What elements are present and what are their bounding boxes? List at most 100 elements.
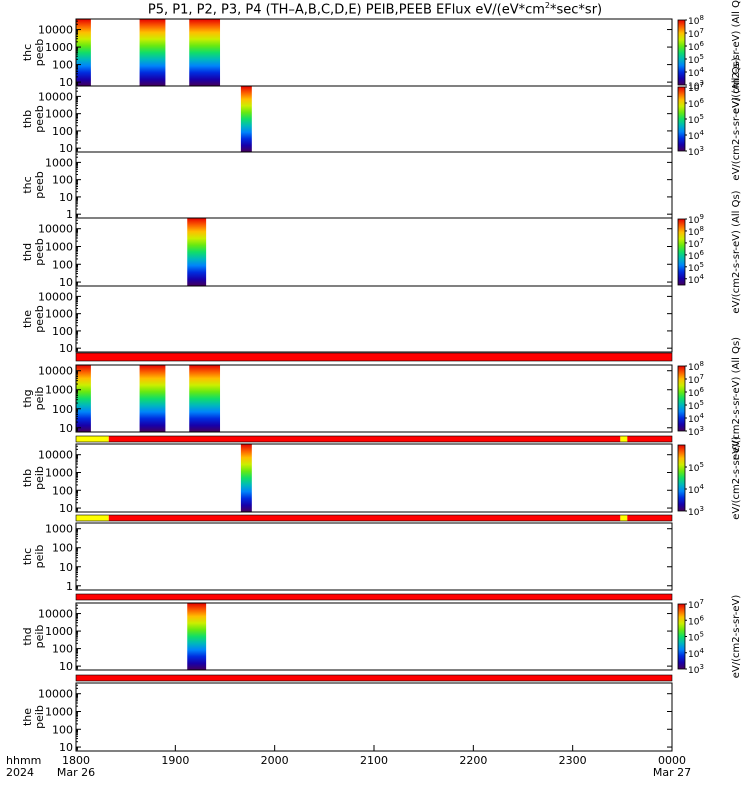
spectrogram-block-0	[240, 86, 252, 152]
panel-frame	[75, 85, 673, 153]
colorbar-tick-label: 103	[688, 663, 704, 676]
panel-thd-peeb: 10 100 1000 10000 thdpeeb	[21, 217, 673, 289]
y-tick-label: 100	[52, 59, 73, 72]
colorbar-tick-label: 105	[688, 461, 704, 474]
y-tick-label: 1000	[45, 625, 73, 638]
colorbar-tick-label: 106	[688, 614, 704, 627]
panel-label: thbpeib	[21, 466, 46, 490]
flag-segment-yellow	[76, 436, 109, 442]
y-tick-label: 100	[52, 542, 73, 555]
panel-frame	[75, 151, 673, 219]
x-tick-label: 0000	[658, 754, 686, 767]
colorbar: 103 104 105 eV/(cm2-s-sr-eV)	[677, 436, 742, 520]
panel-thc-peeb: 10 100 1000 10000 thcpeeb	[21, 18, 673, 89]
spectrogram-block-0	[76, 365, 91, 432]
x-axis-year: 2024	[6, 766, 34, 779]
panel-label: thcpeib	[21, 545, 46, 569]
flag-bar	[75, 514, 673, 522]
colorbar-tick-label: 107	[688, 598, 704, 611]
colorbar-scale	[677, 19, 686, 86]
panel-label: thepeeb	[21, 305, 46, 333]
panel-label: thepeib	[21, 705, 46, 729]
colorbar-tick-label: 105	[688, 53, 704, 66]
time-axis: 1800 1900 2000 2100 2200 2300 0000 Mar 26 Mar 27…	[6, 745, 691, 779]
y-tick-label: 10	[59, 76, 73, 89]
spectrogram-block-2	[189, 365, 221, 432]
plot-title: P5, P1, P2, P3, P4 (TH–A,B,C,D,E) PEIB,P…	[147, 1, 603, 18]
colorbar: 103 104 105 106 107 eV/(cm2-s-sr-eV)	[677, 595, 742, 678]
spectrogram-block-0	[187, 218, 207, 286]
x-tick-label: 2200	[459, 754, 487, 767]
y-tick-label: 1000	[45, 108, 73, 121]
spectrogram-block-2	[189, 19, 221, 86]
colorbar-scale	[677, 603, 686, 670]
colorbar-tick-label: 106	[688, 97, 704, 110]
x-tick-label: 1800	[62, 754, 90, 767]
flag-segment-red	[627, 515, 672, 521]
spectrogram-block-1	[139, 365, 166, 432]
colorbar-tick-label: 104	[688, 647, 704, 660]
colorbar-label: eV/(cm2-s-sr-eV) (All Qs)	[731, 190, 742, 313]
flag-bar	[75, 593, 673, 601]
y-tick-label: 10000	[38, 688, 73, 701]
y-tick-label: 100	[52, 723, 73, 736]
y-tick-label: 1000	[45, 308, 73, 321]
panel-frame	[75, 602, 673, 671]
x-start-date: Mar 26	[57, 766, 95, 779]
panel-label: thdpeeb	[21, 238, 46, 266]
colorbar-tick-label: 104	[688, 412, 704, 425]
colorbar-tick-label: 104	[688, 129, 704, 142]
panel-thg-peib: 10 100 1000 10000 thgpeib	[21, 364, 673, 435]
x-tick-label: 2000	[261, 754, 289, 767]
panel-frame	[75, 682, 673, 752]
panel-frame	[75, 364, 673, 433]
panel-frame	[75, 217, 673, 287]
colorbar-tick-label: 106	[688, 386, 704, 399]
flag-segment-yellow	[76, 515, 109, 521]
y-tick-label: 10	[59, 342, 73, 355]
colorbar-tick-label: 105	[688, 399, 704, 412]
y-tick-label: 10	[59, 660, 73, 673]
panel-thc-peib: 1 10 100 1000 thcpeib	[21, 522, 673, 593]
panel-the-peeb: 10 100 1000 10000 thepeeb	[21, 285, 673, 355]
spectrogram-block-0	[76, 19, 91, 86]
panel-label: thcpeeb	[21, 171, 46, 199]
colorbar-tick-label: 103	[688, 505, 704, 518]
y-tick-label: 100	[52, 258, 73, 271]
flag-bar	[75, 674, 673, 682]
y-tick-label: 10000	[38, 608, 73, 621]
panel-the-peib: 10 100 1000 10000 thepeib	[21, 682, 673, 754]
panel-frame	[75, 285, 673, 353]
flag-segment-red	[108, 436, 621, 442]
y-tick-label: 1	[66, 208, 73, 221]
x-tick-label: 2300	[559, 754, 587, 767]
y-tick-label: 1000	[45, 156, 73, 169]
colorbar-tick-label: 105	[688, 113, 704, 126]
flag-frame	[75, 674, 673, 682]
flag-segment-red	[76, 353, 672, 361]
y-tick-label: 1000	[45, 523, 73, 536]
panel-label: thcpeeb	[21, 39, 46, 67]
y-tick-label: 1000	[45, 705, 73, 718]
panel-label: thbpeeb	[21, 105, 46, 133]
colorbar-label: eV/(cm2-s-sr-eV) (All Qs)	[731, 57, 742, 180]
y-tick-label: 100	[52, 484, 73, 497]
colorbar-label: eV/(cm2-s-sr-eV)	[731, 436, 742, 520]
colorbar-scale	[677, 218, 686, 286]
flag-segment-yellow	[620, 436, 628, 442]
flag-bar	[75, 435, 673, 443]
y-tick-label: 10	[59, 422, 73, 435]
flag-segment-yellow	[620, 515, 628, 521]
y-tick-label: 10000	[38, 365, 73, 378]
panel-thd-peib: 10 100 1000 10000 thdpeib	[21, 602, 673, 673]
flag-frame	[75, 352, 673, 362]
flag-frame	[75, 593, 673, 601]
flag-frame	[75, 514, 673, 522]
panel-thb-peib: 10 100 1000 10000 thbpeib	[21, 443, 673, 515]
flag-segment-red	[627, 436, 672, 442]
y-tick-label: 10	[59, 741, 73, 754]
x-tick-label: 1900	[161, 754, 189, 767]
colorbar-tick-label: 104	[688, 483, 704, 496]
